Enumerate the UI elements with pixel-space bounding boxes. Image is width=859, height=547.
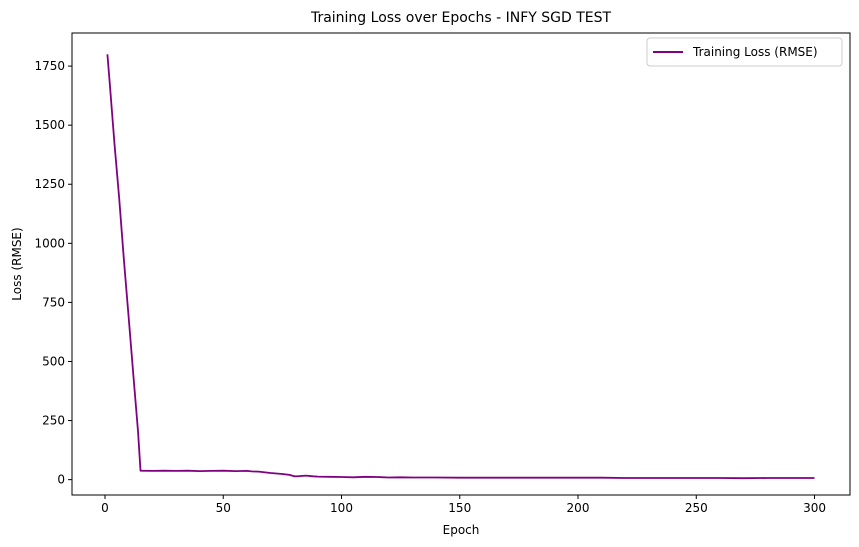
y-tick-label: 1250 (34, 177, 65, 191)
chart-title: Training Loss over Epochs - INFY SGD TES… (310, 10, 612, 26)
legend-box (646, 37, 843, 67)
legend: Training Loss (RMSE) (646, 37, 843, 67)
x-tick-label: 300 (803, 501, 826, 515)
x-tick-label: 100 (330, 501, 353, 515)
x-tick-label: 50 (216, 501, 231, 515)
y-tick-label: 1000 (34, 236, 65, 250)
legend-label: Training Loss (RMSE) (692, 45, 818, 59)
x-tick-label: 200 (567, 501, 590, 515)
y-tick-label: 250 (42, 414, 65, 428)
y-tick-label: 750 (42, 295, 65, 309)
x-tick-label: 0 (101, 501, 109, 515)
y-tick-label: 1750 (34, 59, 65, 73)
series-line-training-loss (106, 54, 815, 480)
y-tick-label: 0 (57, 473, 65, 487)
y-axis-label: Loss (RMSE) (10, 227, 24, 300)
y-tick-label: 1500 (34, 118, 65, 132)
y-tick-label: 500 (42, 354, 65, 368)
x-tick-label: 150 (448, 501, 471, 515)
x-tick-label: 250 (685, 501, 708, 515)
plot-area-frame (71, 32, 851, 496)
x-axis-label: Epoch (443, 523, 480, 537)
